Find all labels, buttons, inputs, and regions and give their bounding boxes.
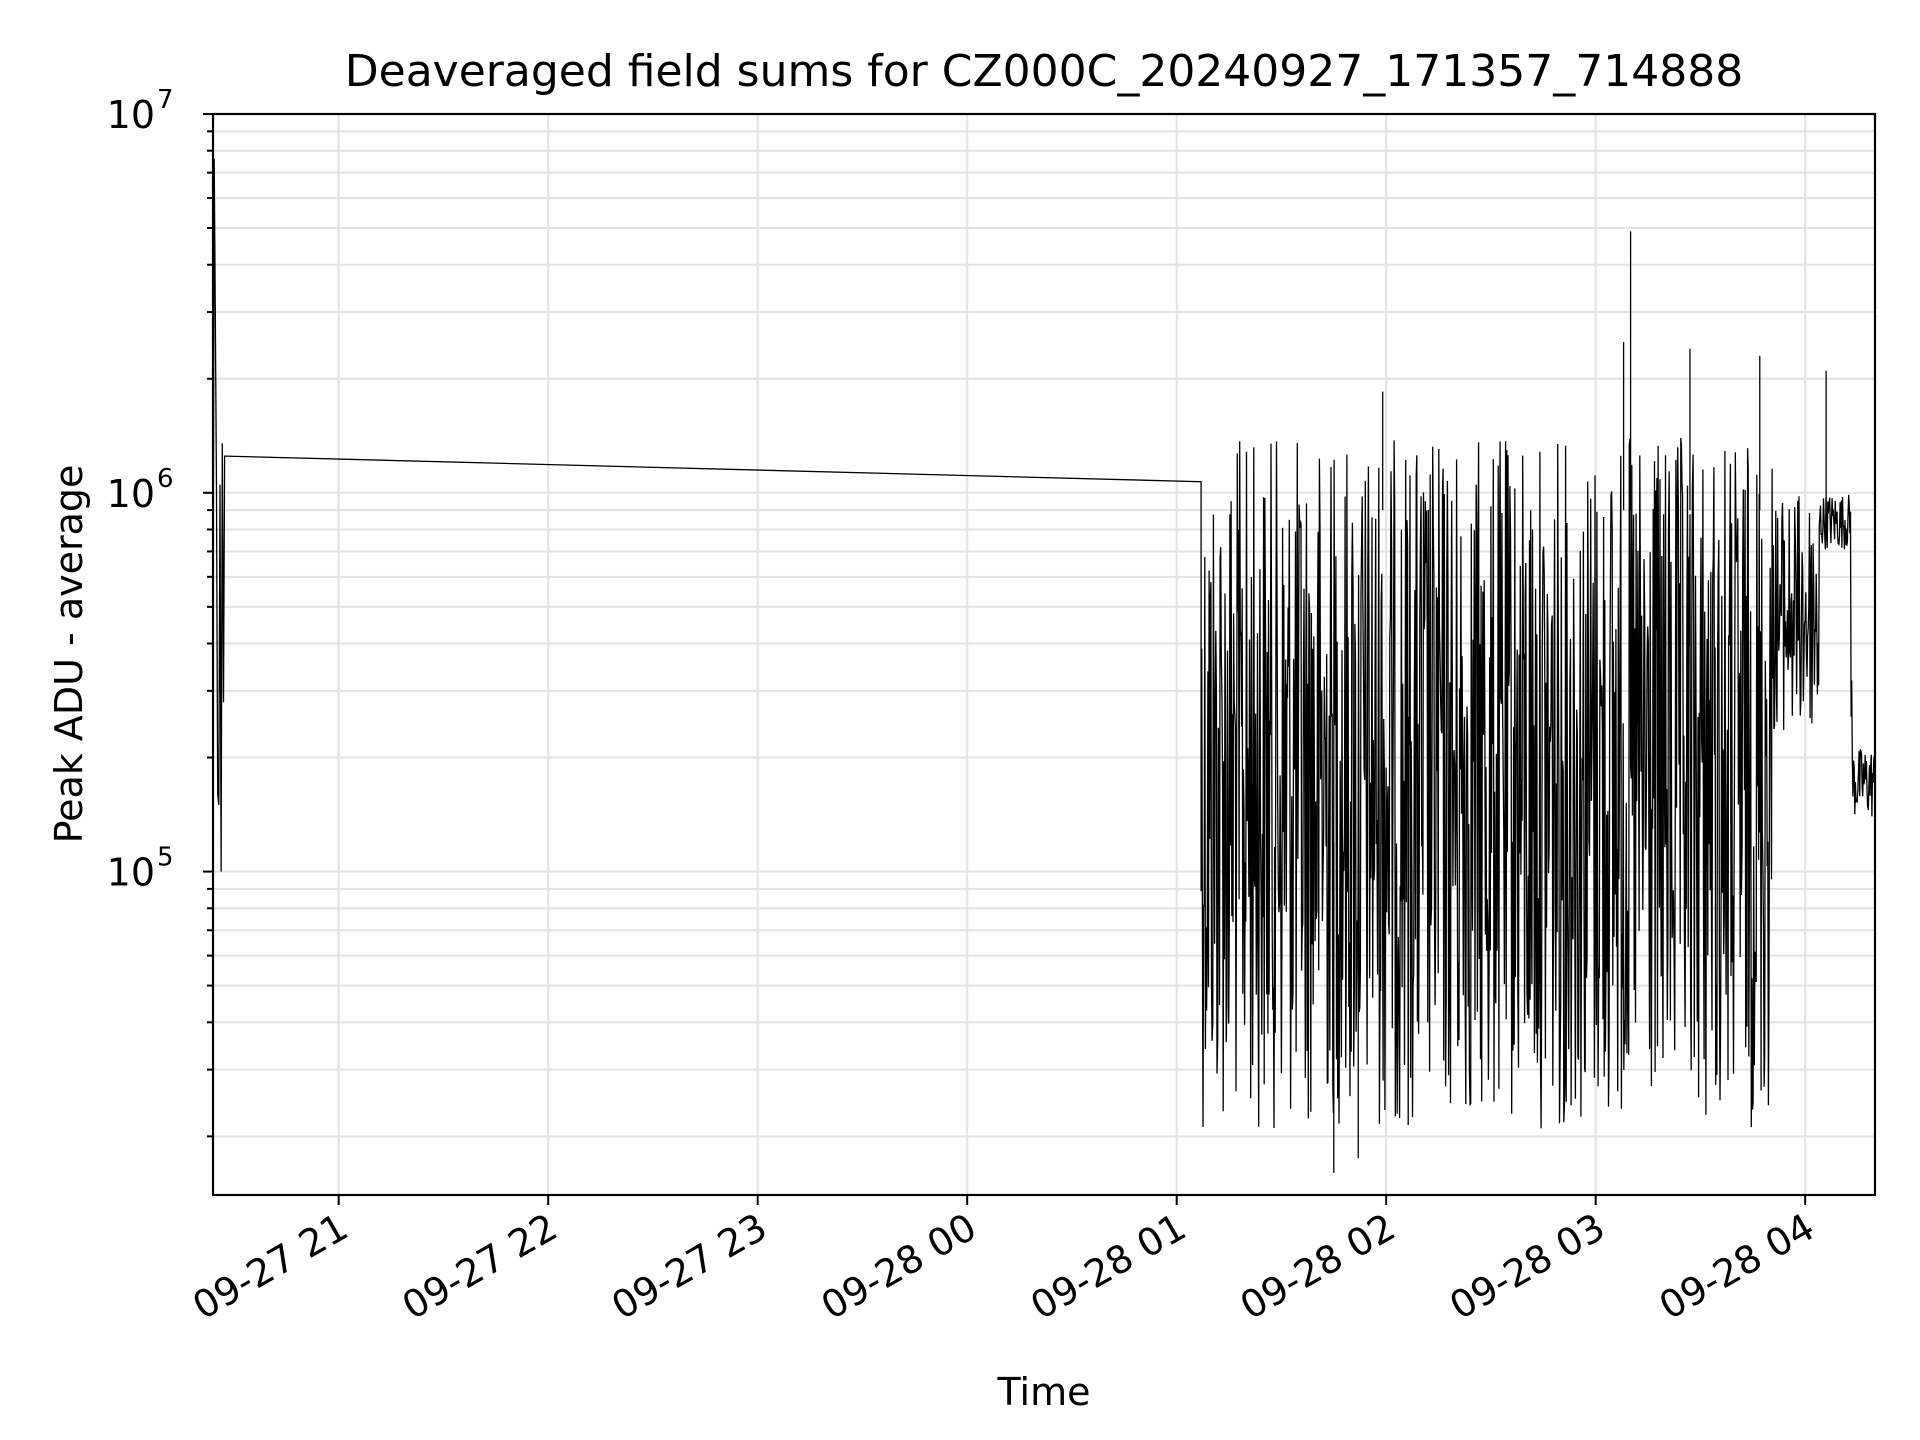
- y-tick-label-base: 10: [107, 851, 155, 895]
- y-tick-label-base: 10: [107, 472, 155, 516]
- data-series-line: [212, 159, 1876, 1129]
- plot-frame: [211, 112, 1877, 1197]
- x-axis-label: Time: [997, 1370, 1091, 1414]
- y-tick-label-base: 10: [107, 93, 155, 137]
- y-tick-label-exponent: 6: [157, 464, 174, 494]
- x-tick-label: 09-28 01: [1023, 1205, 1193, 1329]
- x-tick-label: 09-28 00: [814, 1205, 984, 1329]
- x-tick-label: 09-28 04: [1652, 1205, 1822, 1329]
- x-tick-label: 09-28 03: [1442, 1205, 1612, 1329]
- y-tick-label: 10 6: [107, 464, 174, 516]
- y-tick-label-exponent: 5: [157, 843, 174, 873]
- x-tick-label: 09-27 23: [604, 1205, 774, 1329]
- ticks-layer: 09-27 21 09-27 22 09-27 23 09-28 00 09-28 01…: [107, 85, 1822, 1328]
- y-tick-label: 10 5: [107, 843, 174, 895]
- x-tick-label: 09-27 21: [185, 1205, 355, 1329]
- y-axis-label: Peak ADU - average: [47, 465, 91, 844]
- x-tick-label: 09-28 02: [1233, 1205, 1403, 1329]
- y-tick-label-exponent: 7: [157, 85, 174, 115]
- series-layer: [212, 159, 1876, 1174]
- y-tick-label: 10 7: [107, 85, 174, 137]
- chart-title: Deaveraged field sums for CZ000C_2024092…: [345, 46, 1743, 97]
- x-tick-label: 09-27 22: [395, 1205, 565, 1329]
